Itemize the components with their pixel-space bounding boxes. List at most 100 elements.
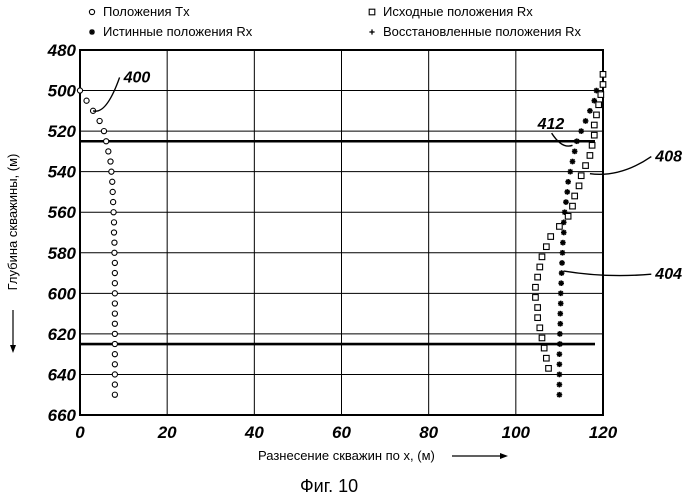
y-tick-label: 640	[48, 365, 77, 384]
data-point	[84, 98, 89, 103]
legend-label: Положения Tx	[103, 4, 190, 19]
data-point	[598, 92, 604, 98]
annotation-leader	[552, 133, 573, 146]
y-tick-label: 580	[48, 244, 77, 263]
figure-caption: Фиг. 10	[300, 476, 358, 496]
annotation-label: 412	[537, 116, 565, 133]
data-point	[111, 199, 116, 204]
legend-item: Истинные положения Rx	[89, 24, 253, 39]
data-point	[557, 224, 563, 230]
data-point	[112, 331, 117, 336]
data-point	[112, 352, 117, 357]
data-point	[112, 392, 117, 397]
legend-label: Исходные положения Rx	[383, 4, 533, 19]
data-point	[112, 362, 117, 367]
annotation-leader	[93, 77, 120, 111]
x-axis-arrowhead	[500, 453, 508, 459]
data-point	[112, 240, 117, 245]
y-tick-label: 620	[48, 325, 77, 344]
chart-legend: Положения Tx Истинные положения Rx Исходны…	[89, 4, 581, 39]
data-point	[572, 193, 578, 199]
data-point	[110, 179, 115, 184]
data-point	[537, 264, 543, 270]
data-point	[570, 203, 576, 209]
data-point	[587, 153, 593, 159]
legend-marker	[369, 9, 375, 15]
data-point	[112, 382, 117, 387]
data-point	[112, 260, 117, 265]
data-point	[533, 295, 539, 301]
data-point	[112, 270, 117, 275]
legend-marker	[369, 29, 374, 34]
data-point	[541, 345, 547, 351]
data-point	[112, 341, 117, 346]
data-point	[109, 169, 114, 174]
data-point	[111, 220, 116, 225]
data-point	[535, 315, 541, 321]
data-point	[112, 311, 117, 316]
data-point	[576, 183, 582, 189]
data-point	[537, 325, 543, 331]
y-tick-label: 540	[48, 163, 77, 182]
annotation-label: 400	[123, 69, 151, 86]
y-axis-label: Глубина скважины, (м)	[5, 154, 20, 291]
data-point	[77, 88, 82, 93]
data-point	[104, 139, 109, 144]
data-point	[539, 254, 545, 260]
annotation-leader	[564, 271, 652, 276]
x-tick-label: 120	[589, 423, 618, 442]
y-tick-label: 600	[48, 284, 77, 303]
data-point	[594, 112, 600, 118]
x-tick-label: 80	[419, 423, 438, 442]
legend-marker	[89, 29, 95, 35]
legend-label: Истинные положения Rx	[103, 24, 253, 39]
y-axis-arrowhead	[10, 345, 16, 353]
data-point	[600, 72, 606, 78]
data-point	[535, 305, 541, 311]
data-point	[546, 366, 552, 372]
y-tick-label: 500	[48, 82, 77, 101]
data-point	[110, 189, 115, 194]
data-point	[589, 143, 595, 149]
legend-marker	[89, 9, 94, 14]
x-tick-label: 40	[244, 423, 264, 442]
data-point	[111, 210, 116, 215]
annotation-label: 404	[654, 266, 682, 283]
chart-grid	[80, 50, 603, 415]
data-point	[112, 372, 117, 377]
data-point	[544, 244, 550, 250]
y-tick-label: 560	[48, 203, 77, 222]
data-point	[112, 250, 117, 255]
annotation-404: 404	[564, 266, 682, 283]
series-circle	[77, 88, 117, 397]
data-point	[533, 284, 539, 290]
data-point	[600, 82, 606, 88]
data-point	[591, 132, 597, 138]
data-point	[565, 213, 571, 219]
y-tick-label: 520	[48, 122, 77, 141]
x-tick-label: 60	[332, 423, 351, 442]
y-tick-labels: 480500520540560580600620640660	[47, 41, 77, 425]
data-point	[112, 301, 117, 306]
x-tick-label: 100	[502, 423, 531, 442]
data-point	[111, 230, 116, 235]
legend-item: Положения Tx	[89, 4, 190, 19]
annotation-label: 408	[654, 149, 682, 166]
data-point	[112, 281, 117, 286]
legend-item: Восстановленные положения Rx	[369, 24, 581, 39]
y-tick-label: 660	[48, 406, 77, 425]
data-point	[539, 335, 545, 341]
x-tick-label: 20	[157, 423, 177, 442]
legend-label: Восстановленные положения Rx	[383, 24, 582, 39]
data-point	[535, 274, 541, 280]
data-point	[548, 234, 554, 240]
legend-item: Исходные положения Rx	[369, 4, 533, 19]
data-point	[578, 173, 584, 179]
data-point	[112, 321, 117, 326]
data-point	[101, 129, 106, 134]
x-axis-label: Разнесение скважин по x, (м)	[258, 448, 435, 463]
data-point	[591, 122, 597, 128]
data-point	[544, 355, 550, 361]
x-tick-label: 0	[75, 423, 85, 442]
